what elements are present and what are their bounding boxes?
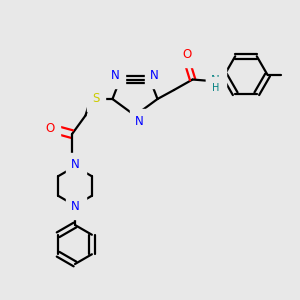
Text: H: H (212, 82, 219, 93)
Text: N: N (211, 74, 220, 87)
Text: N: N (135, 115, 144, 128)
Text: N: N (71, 158, 80, 172)
Text: O: O (183, 48, 192, 61)
Text: N: N (150, 69, 159, 82)
Text: S: S (92, 92, 100, 106)
Text: N: N (71, 200, 80, 214)
Text: O: O (45, 122, 54, 135)
Text: N: N (111, 69, 120, 82)
